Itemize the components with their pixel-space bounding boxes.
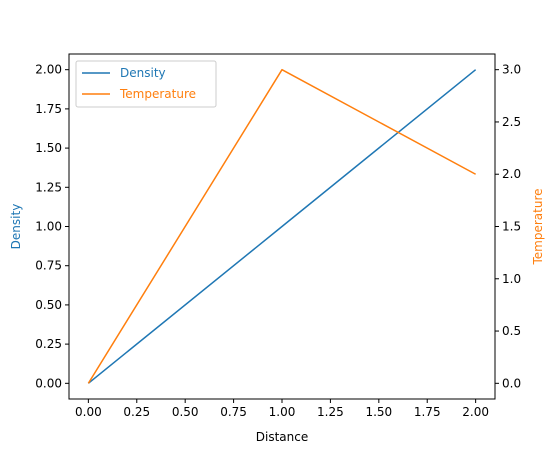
right-y-tick-label: 2.0 bbox=[502, 167, 521, 181]
left-y-tick-label: 1.75 bbox=[35, 102, 62, 116]
x-tick-label: 0.00 bbox=[75, 405, 102, 419]
legend-label-density: Density bbox=[120, 66, 166, 80]
x-tick-label: 1.75 bbox=[414, 405, 441, 419]
legend-box bbox=[75, 60, 217, 108]
x-tick-label: 1.00 bbox=[269, 405, 296, 419]
left-y-tick-label: 0.75 bbox=[35, 259, 62, 273]
left-y-tick-label: 1.50 bbox=[35, 141, 62, 155]
right-y-tick-label: 0.5 bbox=[502, 324, 521, 338]
axes: 0.00 0.25 0.50 0.75 1.00 1.25 1.50 1.75 2.000.00… bbox=[35, 63, 521, 419]
right-y-tick-label: 0.0 bbox=[502, 376, 521, 390]
series-line-density bbox=[87, 69, 477, 384]
plot-area bbox=[87, 68, 477, 384]
left-y-axis-label: Density bbox=[9, 204, 23, 250]
x-tick-label: 2.00 bbox=[462, 405, 489, 419]
series-line-temperature bbox=[87, 68, 476, 384]
x-tick-label: 0.50 bbox=[172, 405, 199, 419]
x-tick-label: 0.25 bbox=[123, 405, 150, 419]
right-y-tick-label: 1.5 bbox=[502, 220, 521, 234]
right-y-axis-label: Temperature bbox=[531, 188, 545, 265]
legend: Density Temperature bbox=[75, 60, 217, 108]
right-y-tick-label: 1.0 bbox=[502, 272, 521, 286]
x-axis-label: Distance bbox=[256, 430, 308, 444]
left-y-tick-label: 0.00 bbox=[35, 376, 62, 390]
right-y-tick-label: 2.5 bbox=[502, 115, 521, 129]
legend-label-temperature: Temperature bbox=[119, 87, 196, 101]
left-y-tick-label: 2.00 bbox=[35, 63, 62, 77]
x-tick-label: 0.75 bbox=[220, 405, 247, 419]
left-y-tick-label: 1.00 bbox=[35, 220, 62, 234]
right-y-tick-label: 3.0 bbox=[502, 63, 521, 77]
left-y-tick-label: 0.50 bbox=[35, 298, 62, 312]
x-tick-label: 1.25 bbox=[317, 405, 344, 419]
left-y-tick-label: 0.25 bbox=[35, 337, 62, 351]
left-y-tick-label: 1.25 bbox=[35, 180, 62, 194]
x-tick-label: 1.50 bbox=[365, 405, 392, 419]
